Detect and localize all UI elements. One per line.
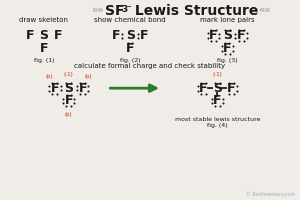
Text: F: F — [126, 42, 134, 55]
Text: F: F — [64, 94, 73, 107]
Text: F: F — [78, 82, 87, 95]
Text: F: F — [209, 29, 218, 42]
Text: fig. (2): fig. (2) — [120, 58, 140, 63]
Text: (-1): (-1) — [212, 72, 222, 77]
Text: 3: 3 — [121, 5, 127, 14]
Text: (o): (o) — [85, 74, 92, 79]
Text: fig. (3): fig. (3) — [217, 58, 238, 63]
Text: F: F — [51, 82, 59, 95]
Text: F: F — [213, 94, 222, 107]
Text: »»: »» — [92, 4, 104, 14]
Text: S: S — [223, 29, 232, 42]
Text: fig. (4): fig. (4) — [207, 123, 228, 128]
Text: S: S — [213, 82, 222, 95]
Text: F: F — [237, 29, 245, 42]
Text: (-1): (-1) — [64, 72, 74, 77]
Text: (o): (o) — [45, 74, 53, 79]
Text: fig. (1): fig. (1) — [34, 58, 54, 63]
Text: F: F — [26, 29, 34, 42]
Text: © Rootmemory.com: © Rootmemory.com — [246, 191, 296, 197]
Text: F: F — [140, 29, 148, 42]
Text: SF: SF — [105, 4, 125, 18]
Text: mark lone pairs: mark lone pairs — [200, 17, 255, 23]
Text: F: F — [54, 29, 62, 42]
Text: most stable lewis structure: most stable lewis structure — [175, 117, 260, 122]
Text: S: S — [126, 29, 135, 42]
Text: S: S — [40, 29, 49, 42]
Text: S: S — [64, 82, 73, 95]
Text: F: F — [223, 42, 232, 55]
Text: F: F — [112, 29, 121, 42]
Text: (o): (o) — [65, 112, 73, 117]
Text: F: F — [40, 42, 48, 55]
Text: F: F — [199, 82, 208, 95]
Text: F: F — [227, 82, 236, 95]
Text: ««: «« — [258, 4, 271, 14]
Text: calculate formal charge and check stability: calculate formal charge and check stabil… — [74, 63, 226, 69]
Text: draw skeleton: draw skeleton — [20, 17, 68, 23]
Text: Lewis Structure: Lewis Structure — [130, 4, 259, 18]
Text: ⁻: ⁻ — [126, 4, 131, 13]
Text: show chemical bond: show chemical bond — [94, 17, 166, 23]
